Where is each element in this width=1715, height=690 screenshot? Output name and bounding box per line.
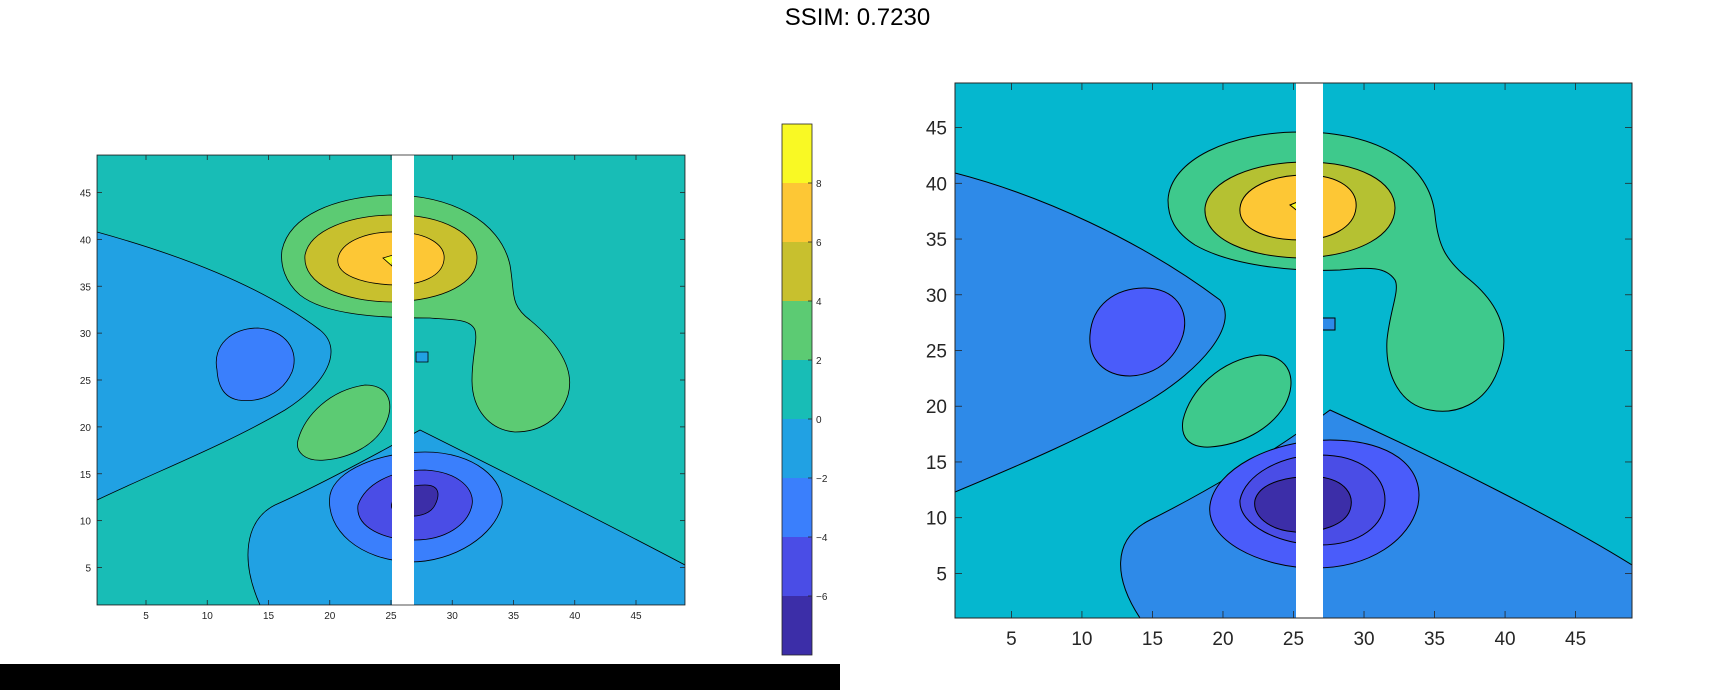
right-x-tick-label: 10 — [1071, 629, 1092, 650]
colorbar-segment — [782, 124, 812, 183]
left-y-tick-label: 30 — [80, 329, 92, 340]
right-y-tick-label: 15 — [926, 453, 947, 474]
colorbar-tick-label: 6 — [816, 238, 822, 249]
colorbar-tick-label: 2 — [816, 356, 822, 367]
right-y-ticks: 5 10 15 20 25 30 35 40 45 — [926, 119, 1632, 585]
right-x-tick-label: 20 — [1212, 629, 1233, 650]
left-masked-column — [392, 155, 414, 605]
right-y-tick-label: 30 — [926, 286, 947, 307]
left-region-middle-green-blob — [297, 384, 391, 461]
left-y-ticks: 5 10 15 20 25 30 35 40 45 — [80, 189, 685, 575]
left-y-tick-label: 10 — [80, 517, 92, 528]
right-x-ticks: 5 10 15 20 25 30 35 40 45 — [1006, 83, 1586, 650]
left-x-tick-label: 25 — [385, 611, 397, 622]
colorbar-frame — [781, 123, 813, 656]
colorbar-tick-label: −2 — [816, 474, 828, 485]
left-y-tick-label: 5 — [85, 564, 91, 575]
right-x-tick-label: 35 — [1424, 629, 1445, 650]
left-y-tick-label: 25 — [80, 376, 92, 387]
left-x-tick-label: 30 — [447, 611, 459, 622]
left-y-tick-label: 35 — [80, 282, 92, 293]
right-y-tick-label: 45 — [926, 119, 947, 140]
right-x-tick-label: 40 — [1494, 629, 1515, 650]
right-x-tick-label: 15 — [1142, 629, 1163, 650]
left-x-ticks: 5 10 15 20 25 30 35 40 45 — [143, 155, 642, 622]
left-x-tick-label: 40 — [569, 611, 581, 622]
colorbar-segment — [782, 478, 812, 537]
left-x-tick-label: 5 — [143, 611, 149, 622]
left-region-lower-left-negative — [97, 231, 332, 501]
right-y-tick-label: 35 — [926, 230, 947, 251]
left-region-small-dip — [415, 351, 429, 363]
figure-title: SSIM: 0.7230 — [784, 4, 931, 31]
left-contour-plot: 5 10 15 20 25 30 35 40 45 5 10 15 20 25 30 35 40 45 — [80, 154, 686, 622]
right-y-tick-label: 40 — [926, 174, 947, 195]
left-x-tick-label: 15 — [263, 611, 275, 622]
left-region-left-blob — [215, 327, 295, 401]
left-x-tick-label: 20 — [324, 611, 336, 622]
colorbar-segment — [782, 537, 812, 596]
black-footer-bar — [0, 664, 840, 690]
colorbar-ticks: −6 −4 −2 0 2 4 6 8 — [808, 179, 828, 603]
colorbar-tick-label: −6 — [816, 592, 828, 603]
left-y-tick-label: 45 — [80, 189, 92, 200]
left-x-tick-label: 45 — [630, 611, 642, 622]
right-y-tick-label: 10 — [926, 509, 947, 530]
colorbar-tick-label: 8 — [816, 179, 822, 190]
colorbar-segment — [782, 183, 812, 242]
colorbar-segment — [782, 301, 812, 360]
colorbar-segment — [782, 360, 812, 419]
left-x-tick-label: 35 — [508, 611, 520, 622]
right-y-tick-label: 5 — [936, 564, 947, 585]
right-region-middle-green-blob — [1181, 354, 1292, 448]
colorbar: −6 −4 −2 0 2 4 6 8 — [781, 123, 828, 656]
right-x-tick-label: 45 — [1565, 629, 1586, 650]
right-y-tick-label: 25 — [926, 342, 947, 363]
right-contour-plot: 5 10 15 20 25 30 35 40 45 5 10 15 20 25 30 35 40 45 — [926, 82, 1633, 650]
right-y-tick-label: 20 — [926, 397, 947, 418]
left-y-tick-label: 40 — [80, 235, 92, 246]
right-x-tick-label: 5 — [1006, 629, 1017, 650]
left-x-tick-label: 10 — [202, 611, 214, 622]
colorbar-segment — [782, 419, 812, 478]
colorbar-tick-label: 4 — [816, 297, 822, 308]
right-x-tick-label: 30 — [1353, 629, 1374, 650]
right-x-tick-label: 25 — [1283, 629, 1304, 650]
right-masked-column — [1296, 83, 1323, 618]
colorbar-segment — [782, 242, 812, 301]
left-y-tick-label: 20 — [80, 423, 92, 434]
right-region-left-blob — [1089, 287, 1186, 377]
left-y-tick-label: 15 — [80, 470, 92, 481]
colorbar-tick-label: −4 — [816, 533, 828, 544]
colorbar-segment — [782, 596, 812, 655]
colorbar-tick-label: 0 — [816, 415, 822, 426]
